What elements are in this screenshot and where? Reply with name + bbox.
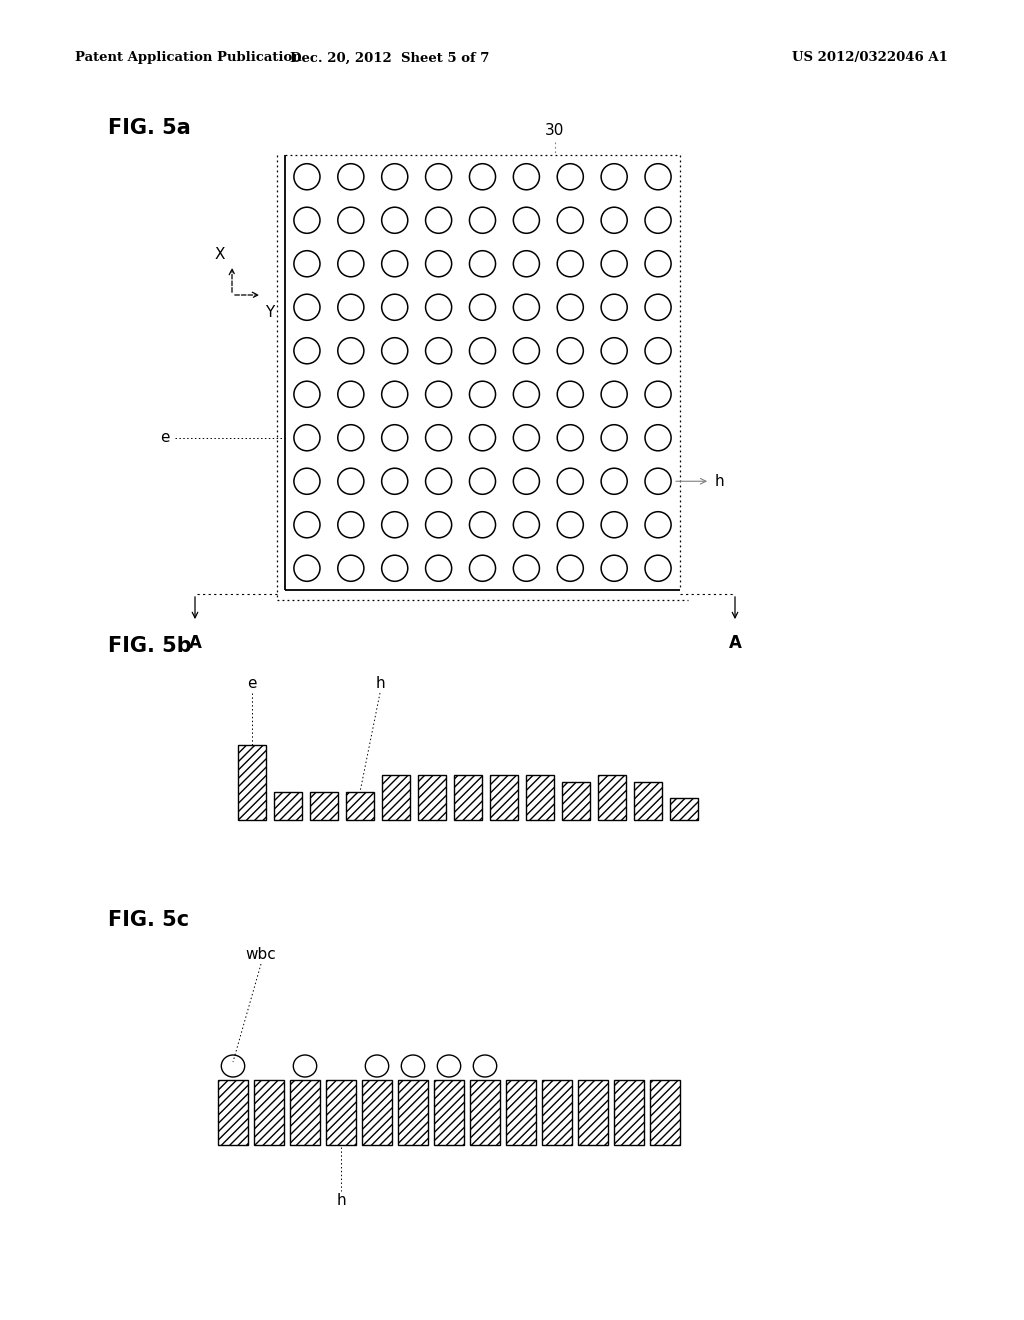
Bar	[290, 1080, 319, 1144]
Text: FIG. 5b: FIG. 5b	[108, 636, 191, 656]
Bar	[650, 1080, 680, 1144]
Bar	[274, 792, 302, 820]
Bar	[562, 781, 590, 820]
Bar	[578, 1080, 608, 1144]
Bar	[398, 1080, 428, 1144]
Bar	[490, 775, 518, 820]
Bar	[578, 1080, 608, 1144]
Bar	[382, 775, 410, 820]
Bar	[274, 792, 302, 820]
Text: h: h	[336, 1193, 346, 1208]
Text: h: h	[375, 676, 385, 690]
Bar	[506, 1080, 536, 1144]
Text: FIG. 5c: FIG. 5c	[108, 909, 189, 931]
Text: Y: Y	[265, 305, 274, 319]
Bar	[614, 1080, 644, 1144]
Text: Patent Application Publication: Patent Application Publication	[75, 51, 302, 65]
Bar	[218, 1080, 248, 1144]
Bar	[634, 781, 662, 820]
Text: 30: 30	[546, 123, 564, 139]
Text: Dec. 20, 2012  Sheet 5 of 7: Dec. 20, 2012 Sheet 5 of 7	[291, 51, 489, 65]
Text: X: X	[215, 247, 225, 261]
Bar	[670, 799, 698, 820]
Bar	[326, 1080, 356, 1144]
Bar	[506, 1080, 536, 1144]
Text: A: A	[188, 634, 202, 652]
Bar	[598, 775, 626, 820]
Bar	[254, 1080, 284, 1144]
Bar	[542, 1080, 572, 1144]
Bar	[418, 775, 446, 820]
Text: A: A	[728, 634, 741, 652]
Bar	[454, 775, 482, 820]
Bar	[238, 744, 266, 820]
Bar	[562, 781, 590, 820]
Bar	[470, 1080, 500, 1144]
Bar	[598, 775, 626, 820]
Bar	[526, 775, 554, 820]
Text: e: e	[160, 430, 170, 445]
Ellipse shape	[473, 1055, 497, 1077]
Text: wbc: wbc	[246, 946, 276, 962]
Ellipse shape	[437, 1055, 461, 1077]
Text: US 2012/0322046 A1: US 2012/0322046 A1	[792, 51, 948, 65]
Bar	[490, 775, 518, 820]
Bar	[470, 1080, 500, 1144]
Bar	[326, 1080, 356, 1144]
Ellipse shape	[366, 1055, 389, 1077]
Bar	[310, 792, 338, 820]
Bar	[526, 775, 554, 820]
Bar	[382, 775, 410, 820]
Text: h: h	[715, 474, 725, 488]
Bar	[346, 792, 374, 820]
Ellipse shape	[293, 1055, 316, 1077]
Bar	[310, 792, 338, 820]
Text: e: e	[247, 676, 257, 690]
Ellipse shape	[401, 1055, 425, 1077]
Bar	[362, 1080, 392, 1144]
Bar	[418, 775, 446, 820]
Bar	[454, 775, 482, 820]
Bar	[290, 1080, 319, 1144]
Bar	[614, 1080, 644, 1144]
Bar	[218, 1080, 248, 1144]
Bar	[346, 792, 374, 820]
Bar	[362, 1080, 392, 1144]
Ellipse shape	[221, 1055, 245, 1077]
Bar	[634, 781, 662, 820]
Bar	[254, 1080, 284, 1144]
Bar	[238, 744, 266, 820]
Bar	[670, 799, 698, 820]
Bar	[398, 1080, 428, 1144]
Text: FIG. 5a: FIG. 5a	[108, 117, 190, 139]
Bar	[434, 1080, 464, 1144]
Bar	[542, 1080, 572, 1144]
Bar	[650, 1080, 680, 1144]
Bar	[434, 1080, 464, 1144]
